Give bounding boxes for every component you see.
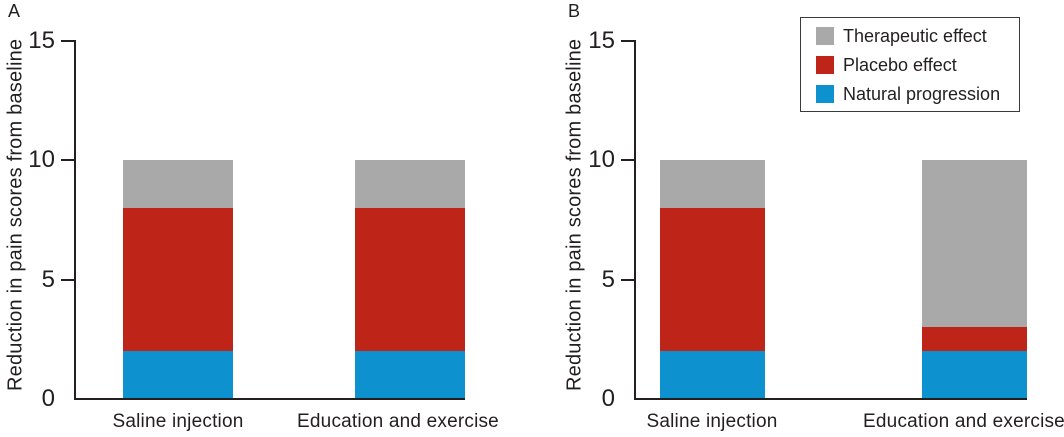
y-axis-line — [74, 40, 76, 400]
x-category-label: Education and exercise — [297, 411, 499, 432]
bar-segment-placebo-effect — [123, 208, 233, 351]
bar-segment-placebo-effect — [355, 208, 465, 351]
y-tick-label: 15 — [588, 27, 615, 54]
legend-item-therapeutic-effect: Therapeutic effect — [816, 25, 1019, 46]
y-axis-line — [634, 40, 636, 400]
panel-b-letter: B — [568, 1, 581, 21]
y-axis-tick — [621, 40, 634, 42]
bar-segment-natural-progression — [660, 351, 765, 399]
bar-segment-placebo-effect — [922, 327, 1027, 351]
y-tick-label: 5 — [41, 266, 55, 293]
bar-segment-therapeutic-effect — [123, 160, 233, 208]
x-category-label: Saline injection — [646, 411, 778, 432]
y-tick-label: 15 — [28, 27, 55, 54]
natural-progression-swatch-icon — [816, 84, 834, 103]
y-axis-tick — [61, 279, 74, 281]
x-category-label: Education and exercise — [863, 411, 1064, 432]
y-tick-label: 5 — [601, 266, 615, 293]
placebo-effect-swatch-icon — [816, 55, 834, 74]
y-axis-title-panel-b: Reduction in pain scores from baseline — [563, 38, 586, 392]
bar-segment-placebo-effect — [660, 208, 765, 351]
panel-a-letter: A — [8, 1, 21, 21]
y-tick-label: 0 — [41, 385, 55, 412]
y-axis-title-panel-a: Reduction in pain scores from baseline — [4, 38, 27, 392]
bar-segment-natural-progression — [355, 351, 465, 399]
y-axis-tick — [621, 279, 634, 281]
y-tick-label: 10 — [28, 146, 55, 173]
bar-segment-therapeutic-effect — [660, 160, 765, 208]
legend-box: Therapeutic effect Placebo effect Natura… — [800, 17, 1020, 112]
bar-segment-therapeutic-effect — [922, 160, 1027, 327]
bar-segment-therapeutic-effect — [355, 160, 465, 208]
bar-segment-natural-progression — [922, 351, 1027, 399]
x-axis-line — [74, 398, 465, 400]
legend-label: Placebo effect — [843, 54, 957, 75]
y-tick-label: 10 — [588, 146, 615, 173]
y-axis-tick — [61, 159, 74, 161]
x-axis-line — [634, 398, 1027, 400]
y-tick-label: 0 — [601, 385, 615, 412]
legend-label: Therapeutic effect — [843, 25, 987, 46]
legend-item-placebo-effect: Placebo effect — [816, 54, 1019, 75]
bar-segment-natural-progression — [123, 351, 233, 399]
legend-label: Natural progression — [843, 83, 1001, 104]
y-axis-tick — [61, 40, 74, 42]
therapeutic-effect-swatch-icon — [816, 26, 834, 45]
y-axis-tick — [621, 159, 634, 161]
x-category-label: Saline injection — [112, 411, 244, 432]
legend-item-natural-progression: Natural progression — [816, 83, 1019, 104]
